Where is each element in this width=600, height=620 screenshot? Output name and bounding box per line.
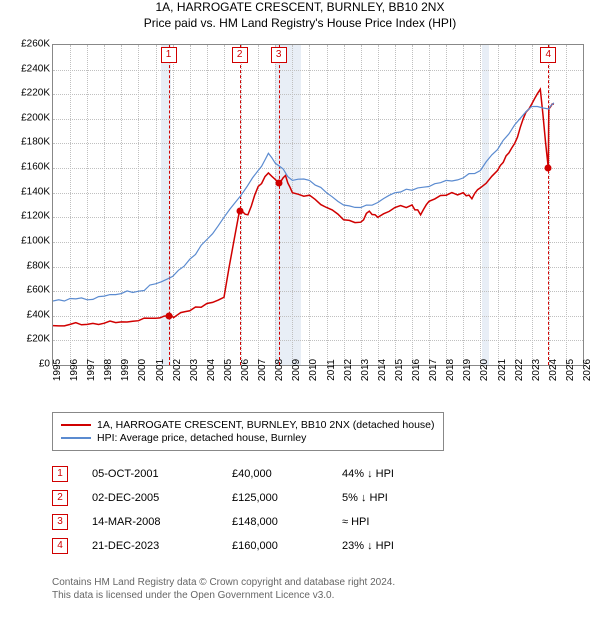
sale-marker-box: 1 [161,47,177,63]
y-tick-label: £160K [10,162,50,173]
y-tick-label: £240K [10,63,50,74]
sale-date: 21-DEC-2023 [92,540,232,552]
sale-marker-box: 2 [232,47,248,63]
sale-diff: 5% ↓ HPI [342,492,462,504]
sale-dot [275,179,282,186]
y-tick-label: £100K [10,235,50,246]
sale-date: 02-DEC-2005 [92,492,232,504]
legend-label: 1A, HARROGATE CRESCENT, BURNLEY, BB10 2N… [97,419,435,431]
sale-row: 3 14-MAR-2008£148,000≈ HPI [52,510,462,534]
legend-swatch [61,424,91,426]
sale-diff: ≈ HPI [342,516,462,528]
series-svg [53,45,583,365]
sales-table: 1 05-OCT-2001£40,00044% ↓ HPI 2 02-DEC-2005… [52,462,462,558]
sale-marker-ref: 4 [52,538,68,554]
plot-area: 1 2 3 4 [52,44,584,366]
legend-row: HPI: Average price, detached house, Burn… [61,432,435,444]
x-tick-label: 2026 [582,359,593,381]
y-tick-label: £140K [10,186,50,197]
chart-subtitle: Price paid vs. HM Land Registry's House … [0,16,600,30]
sale-marker-box: 3 [271,47,287,63]
sale-diff: 23% ↓ HPI [342,540,462,552]
chart-title: 1A, HARROGATE CRESCENT, BURNLEY, BB10 2N… [0,0,600,14]
sale-price: £40,000 [232,468,342,480]
y-tick-label: £180K [10,137,50,148]
y-tick-label: £20K [10,334,50,345]
sale-row: 1 05-OCT-2001£40,00044% ↓ HPI [52,462,462,486]
footer: Contains HM Land Registry data © Crown c… [52,576,395,602]
sale-dot [236,208,243,215]
footer-line-2: This data is licensed under the Open Gov… [52,589,395,602]
legend-label: HPI: Average price, detached house, Burn… [97,432,306,444]
footer-line-1: Contains HM Land Registry data © Crown c… [52,576,395,589]
sale-date: 14-MAR-2008 [92,516,232,528]
y-tick-label: £120K [10,211,50,222]
y-tick-label: £220K [10,88,50,99]
sale-marker-ref: 1 [52,466,68,482]
sale-row: 2 02-DEC-2005£125,0005% ↓ HPI [52,486,462,510]
sale-diff: 44% ↓ HPI [342,468,462,480]
sale-marker-ref: 3 [52,514,68,530]
sale-date: 05-OCT-2001 [92,468,232,480]
chart-container: { "title": "1A, HARROGATE CRESCENT, BURN… [0,0,600,620]
y-tick-label: £80K [10,260,50,271]
y-tick-label: £260K [10,39,50,50]
sale-dot [165,312,172,319]
y-tick-label: £40K [10,309,50,320]
legend: 1A, HARROGATE CRESCENT, BURNLEY, BB10 2N… [52,412,444,451]
series-line [53,103,554,301]
sale-marker-box: 4 [540,47,556,63]
y-tick-label: £60K [10,285,50,296]
sale-price: £160,000 [232,540,342,552]
sale-price: £148,000 [232,516,342,528]
legend-row: 1A, HARROGATE CRESCENT, BURNLEY, BB10 2N… [61,419,435,431]
sale-row: 4 21-DEC-2023£160,00023% ↓ HPI [52,534,462,558]
sale-marker-ref: 2 [52,490,68,506]
y-tick-label: £200K [10,112,50,123]
legend-swatch [61,437,91,439]
sale-price: £125,000 [232,492,342,504]
series-line [53,89,554,326]
sale-dot [545,165,552,172]
chart-area: 1 2 3 4 £0 £20K £40K £60K £80K £100K £120K £140K £1… [8,40,592,400]
y-tick-label: £0 [10,359,50,370]
